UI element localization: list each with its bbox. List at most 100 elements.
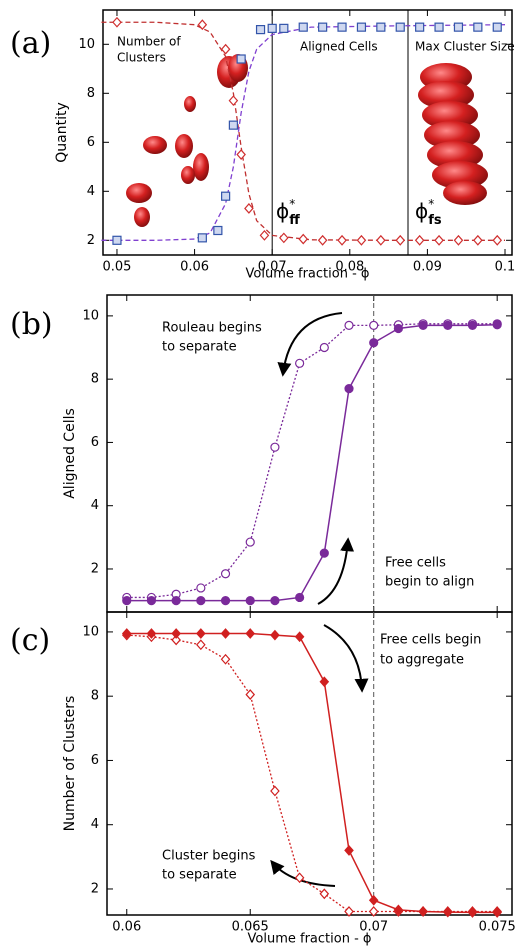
marker xyxy=(245,596,255,606)
y-tick-label: 6 xyxy=(87,135,95,150)
marker xyxy=(344,320,354,330)
marker xyxy=(112,235,122,245)
annotation: begin to align xyxy=(385,575,474,590)
annotation: Max Cluster Size xyxy=(415,40,515,54)
marker xyxy=(270,785,280,797)
marker xyxy=(245,689,256,700)
marker xyxy=(319,548,329,558)
marker xyxy=(317,234,328,246)
x-tick-label: 0.07 xyxy=(359,920,388,935)
marker xyxy=(319,676,330,688)
marker xyxy=(244,203,254,214)
series-line xyxy=(126,323,498,602)
annotation: Free cells begin xyxy=(380,633,481,648)
cell-illustrations xyxy=(126,54,488,227)
x-tick-label: 0.05 xyxy=(102,260,131,275)
marker xyxy=(337,22,347,32)
annotation: Free cells xyxy=(385,556,446,571)
x-axis-label: Volume fraction - ϕ xyxy=(246,267,370,282)
marker xyxy=(171,596,181,606)
marker xyxy=(220,653,231,665)
annotation: Rouleau begins xyxy=(162,321,262,336)
annotation: to separate xyxy=(162,868,237,883)
marker xyxy=(197,233,207,243)
phi-label: ϕ* fs xyxy=(415,197,442,228)
y-axis-label: Aligned Cells xyxy=(62,408,78,499)
marker xyxy=(270,442,280,452)
marker xyxy=(236,149,246,160)
marker xyxy=(196,628,206,639)
marker xyxy=(294,631,305,643)
y-tick-label: 2 xyxy=(91,881,99,896)
marker xyxy=(245,628,256,639)
marker xyxy=(318,22,328,32)
phi-sub: ff xyxy=(289,213,300,228)
marker xyxy=(197,19,208,31)
series xyxy=(112,16,503,246)
marker xyxy=(467,320,478,330)
y-axis-label: Quantity xyxy=(54,102,70,163)
series xyxy=(101,24,506,241)
marker xyxy=(220,628,231,639)
marker xyxy=(393,904,404,916)
marker xyxy=(228,120,238,130)
marker xyxy=(220,596,231,606)
marker xyxy=(442,906,453,918)
y-tick-label: 8 xyxy=(91,689,99,704)
marker xyxy=(319,342,329,353)
marker xyxy=(196,583,206,593)
x-tick-label: 0.09 xyxy=(413,260,442,275)
y-tick-label: 6 xyxy=(91,435,99,450)
marker xyxy=(453,234,464,246)
marker xyxy=(259,229,270,241)
x-tick-label: 0.075 xyxy=(479,920,516,935)
marker xyxy=(146,596,157,606)
panel-label: (c) xyxy=(10,623,50,658)
marker xyxy=(171,634,181,646)
marker xyxy=(415,22,425,32)
marker xyxy=(267,23,277,33)
marker xyxy=(121,628,132,639)
marker xyxy=(467,907,478,918)
marker xyxy=(112,16,122,28)
marker xyxy=(492,234,503,246)
marker xyxy=(434,22,444,32)
y-tick-label: 4 xyxy=(87,184,95,199)
plot-frame xyxy=(106,611,513,916)
marker xyxy=(356,234,367,246)
marker xyxy=(213,225,223,236)
y-tick-label: 10 xyxy=(82,624,99,639)
annotation: Aligned Cells xyxy=(300,40,378,54)
x-tick-label: 0.07 xyxy=(258,260,287,275)
marker xyxy=(236,54,246,64)
phi-sub: fs xyxy=(428,213,442,228)
phi-sup: * xyxy=(428,197,434,211)
phi-symbol: ϕ xyxy=(276,199,289,223)
marker xyxy=(122,596,132,606)
y-tick-label: 4 xyxy=(91,817,99,832)
marker xyxy=(270,596,280,606)
marker xyxy=(279,232,289,244)
marker xyxy=(369,320,379,330)
y-axis-label: Number of Clusters xyxy=(62,696,78,832)
y-tick-label: 2 xyxy=(87,233,95,248)
marker xyxy=(492,907,502,918)
marker xyxy=(492,22,502,32)
marker xyxy=(146,628,157,639)
marker xyxy=(196,596,206,606)
marker xyxy=(418,320,428,330)
marker xyxy=(376,234,386,246)
y-tick-label: 8 xyxy=(91,372,99,387)
marker xyxy=(196,639,206,651)
marker xyxy=(279,23,289,33)
phi-label: ϕ* ff xyxy=(276,197,300,228)
marker xyxy=(295,358,305,368)
x-tick-label: 0.08 xyxy=(335,260,364,275)
x-tick-label: 0.06 xyxy=(112,920,141,935)
marker xyxy=(418,906,428,917)
annotation: Number of xyxy=(117,35,181,49)
marker xyxy=(270,629,280,641)
y-tick-label: 10 xyxy=(82,308,99,323)
y-tick-label: 6 xyxy=(91,753,99,768)
phi-sup: * xyxy=(289,197,295,211)
